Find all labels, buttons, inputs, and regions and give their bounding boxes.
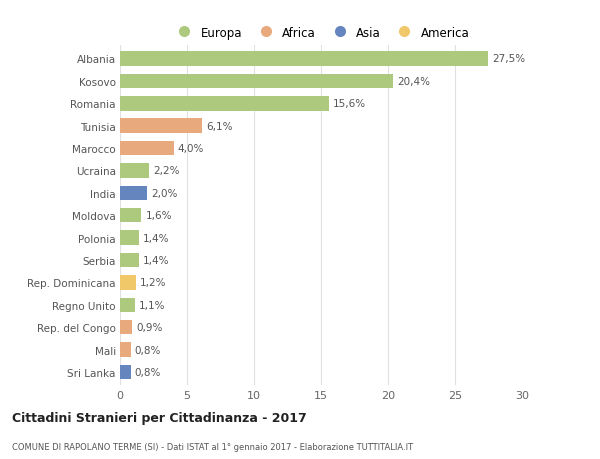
Bar <box>120 52 488 67</box>
Text: 1,6%: 1,6% <box>145 211 172 221</box>
Text: 4,0%: 4,0% <box>178 144 204 154</box>
Text: 1,4%: 1,4% <box>143 233 169 243</box>
Bar <box>120 253 139 268</box>
Text: 6,1%: 6,1% <box>206 121 232 131</box>
Text: 1,1%: 1,1% <box>139 300 165 310</box>
Text: 0,9%: 0,9% <box>136 323 163 332</box>
Text: 1,2%: 1,2% <box>140 278 167 288</box>
Text: 0,8%: 0,8% <box>135 345 161 355</box>
Legend: Europa, Africa, Asia, America: Europa, Africa, Asia, America <box>169 23 473 43</box>
Text: 2,2%: 2,2% <box>154 166 180 176</box>
Bar <box>120 365 131 380</box>
Bar <box>120 320 132 335</box>
Bar <box>120 208 142 223</box>
Bar <box>120 275 136 290</box>
Text: 0,8%: 0,8% <box>135 367 161 377</box>
Text: 27,5%: 27,5% <box>493 54 526 64</box>
Text: 15,6%: 15,6% <box>333 99 366 109</box>
Bar <box>120 97 329 111</box>
Text: 2,0%: 2,0% <box>151 188 177 198</box>
Text: 20,4%: 20,4% <box>397 77 430 87</box>
Bar <box>120 164 149 178</box>
Bar <box>120 119 202 134</box>
Text: Cittadini Stranieri per Cittadinanza - 2017: Cittadini Stranieri per Cittadinanza - 2… <box>12 412 307 425</box>
Bar <box>120 74 394 89</box>
Text: 1,4%: 1,4% <box>143 255 169 265</box>
Bar <box>120 298 135 313</box>
Text: COMUNE DI RAPOLANO TERME (SI) - Dati ISTAT al 1° gennaio 2017 - Elaborazione TUT: COMUNE DI RAPOLANO TERME (SI) - Dati IST… <box>12 442 413 451</box>
Bar <box>120 342 131 357</box>
Bar <box>120 186 147 201</box>
Bar <box>120 141 173 156</box>
Bar <box>120 231 139 246</box>
